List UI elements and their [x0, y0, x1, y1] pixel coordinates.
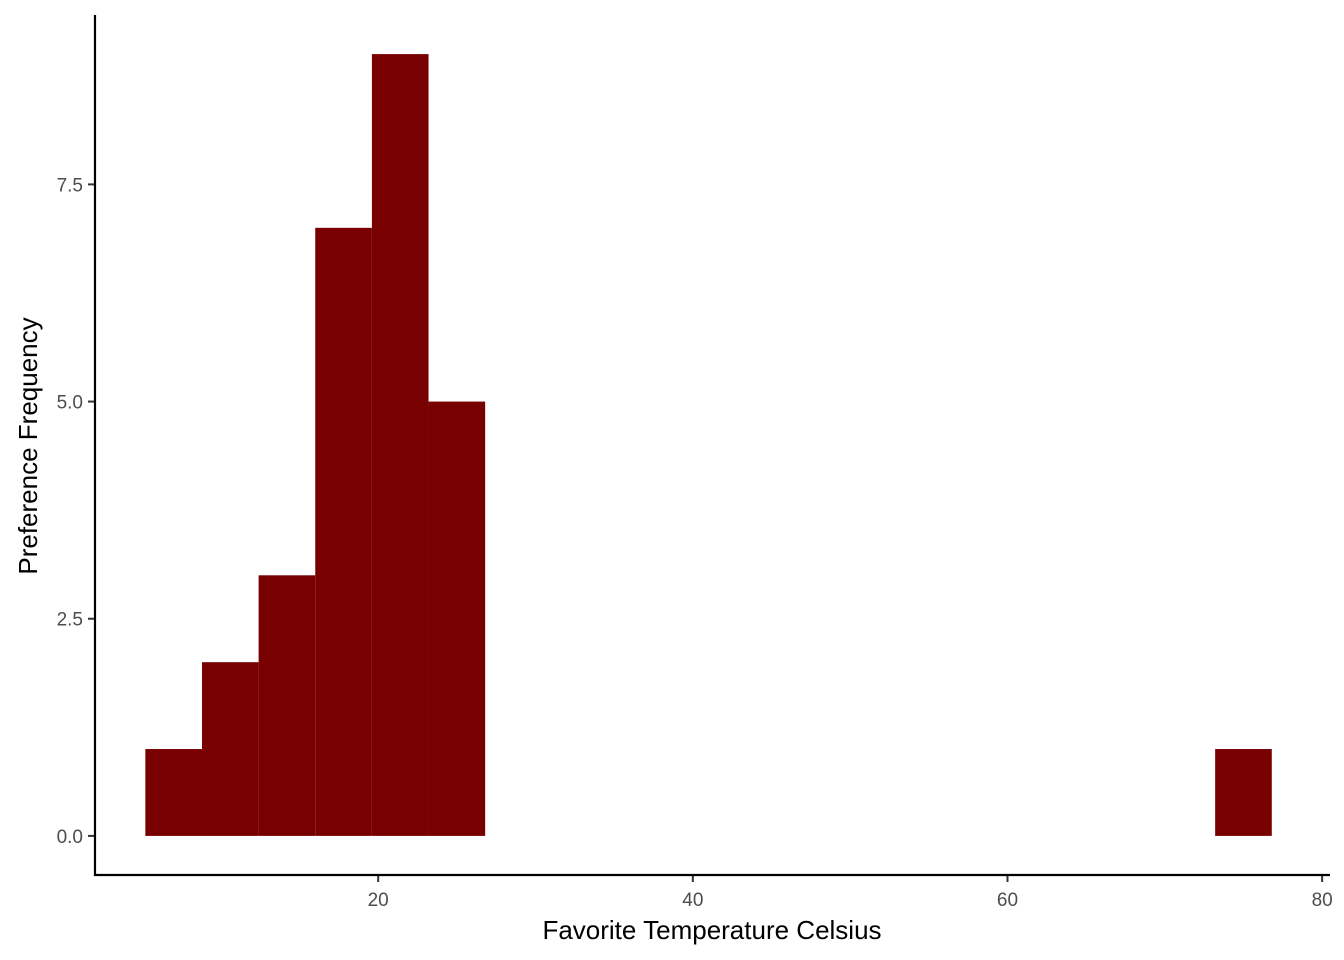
x-axis-title: Favorite Temperature Celsius	[542, 915, 881, 945]
x-tick-label-0: 20	[368, 890, 389, 911]
x-tick-label-1: 40	[682, 890, 703, 911]
y-tick-label-1: 2.5	[57, 610, 83, 631]
histogram-bar-1	[201, 662, 259, 836]
histogram-bar-4	[371, 54, 429, 836]
y-axis-ticks: 0.0 2.5 5.0 7.5	[57, 175, 95, 848]
histogram-bar-5	[428, 401, 486, 836]
histogram-bar-0	[145, 749, 202, 836]
histogram-bar-6	[1215, 749, 1272, 836]
x-axis-ticks: 20 40 60 80	[368, 875, 1333, 911]
x-tick-label-2: 60	[997, 890, 1018, 911]
y-tick-label-3: 7.5	[57, 175, 83, 196]
histogram-bar-3	[315, 227, 372, 836]
histogram-bar-2	[258, 575, 316, 836]
y-tick-label-2: 5.0	[57, 393, 83, 414]
x-tick-label-3: 80	[1312, 890, 1333, 911]
y-tick-label-0: 0.0	[57, 827, 83, 848]
y-axis-title: Preference Frequency	[13, 317, 43, 574]
histogram-bars	[145, 54, 1272, 836]
